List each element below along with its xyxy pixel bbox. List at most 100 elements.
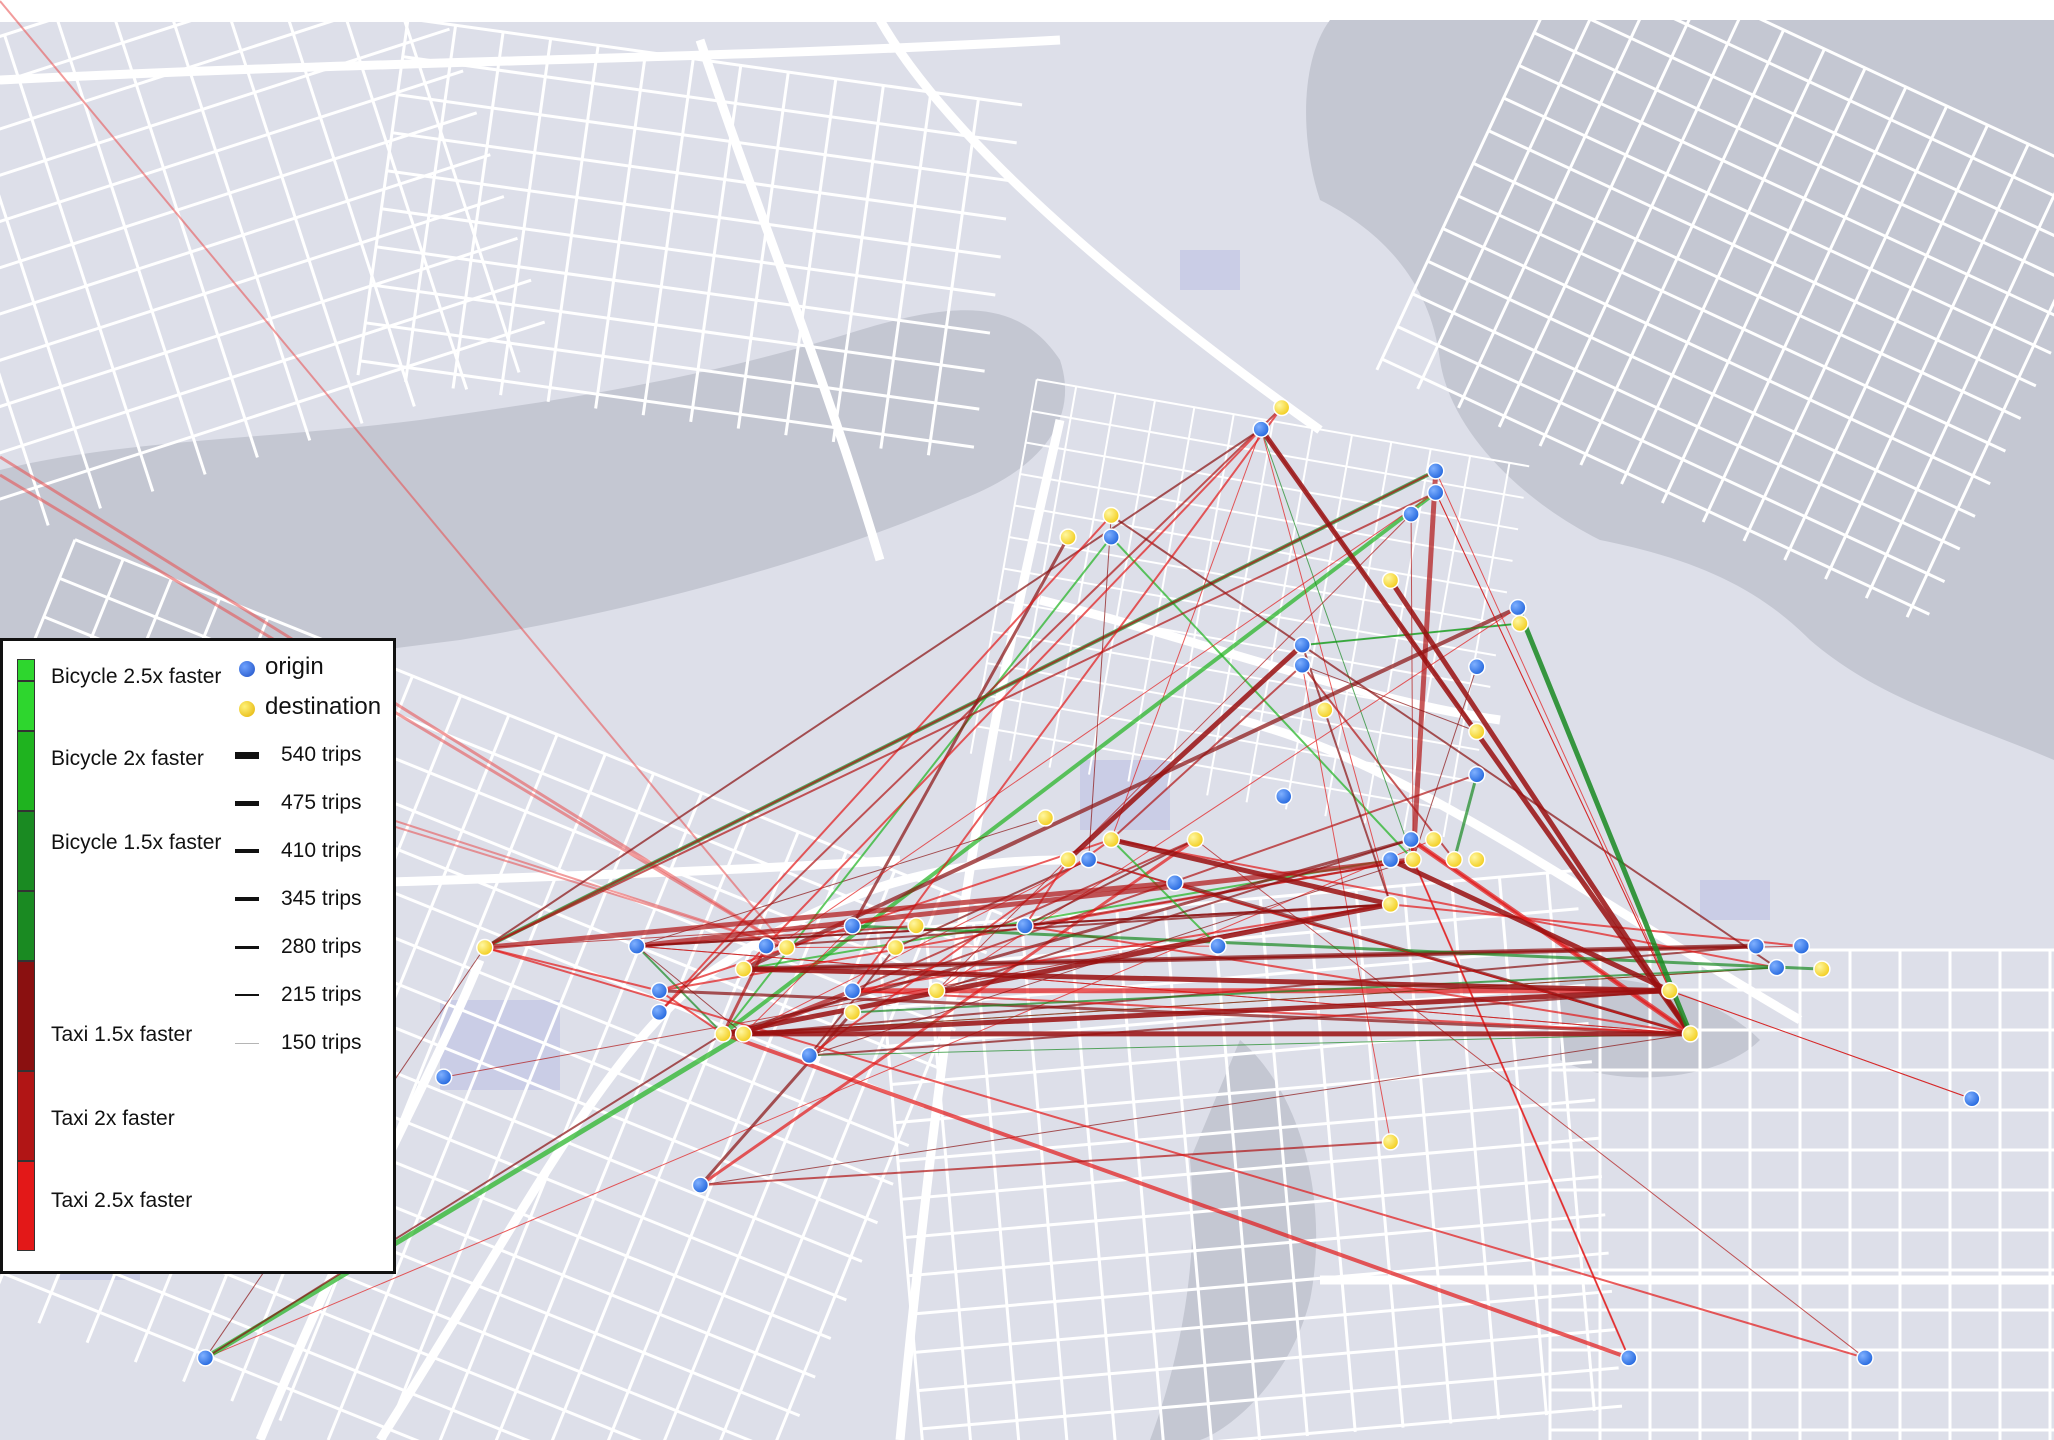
destination-marker[interactable] (1424, 830, 1443, 849)
origin-marker[interactable] (1402, 830, 1420, 849)
origin-marker[interactable] (1767, 958, 1786, 977)
destination-marker[interactable] (1681, 1025, 1700, 1043)
trip-width-swatch (235, 1042, 259, 1044)
trip-line (205, 839, 1434, 1359)
origin-marker[interactable] (1252, 420, 1270, 438)
destination-marker[interactable] (1381, 571, 1400, 590)
destination-marker[interactable] (843, 1003, 862, 1022)
origin-marker[interactable] (1426, 483, 1445, 502)
trip-line (1410, 514, 1414, 860)
destination-marker[interactable] (714, 1025, 732, 1043)
trip-line (1088, 859, 1691, 1035)
origin-marker[interactable] (1402, 505, 1420, 523)
destination-marker[interactable] (1381, 1133, 1400, 1151)
destination-marker[interactable] (1661, 981, 1679, 1000)
trip-line (722, 901, 1392, 1037)
origin-marker[interactable] (434, 1068, 453, 1086)
origin-marker[interactable] (650, 1003, 669, 1022)
origin-marker[interactable] (1468, 765, 1486, 784)
origin-marker[interactable] (1293, 656, 1311, 675)
trip-line (743, 925, 853, 1035)
trip-width-label: 540 trips (281, 743, 362, 766)
destination-marker[interactable] (1445, 850, 1463, 869)
origin-marker[interactable] (1293, 636, 1311, 654)
origin-marker[interactable] (800, 1046, 819, 1065)
legend-bicycle-2-5x-label: Bicycle 2.5x faster (51, 665, 222, 688)
destination-marker[interactable] (1102, 830, 1120, 849)
trip-line (722, 1032, 1630, 1360)
destination-marker[interactable] (1468, 722, 1486, 741)
trip-line (1066, 643, 1304, 862)
origin-marker[interactable] (627, 937, 646, 955)
trip-line (1389, 857, 1671, 993)
origin-marker[interactable] (1079, 850, 1098, 869)
origin-marker[interactable] (1856, 1349, 1874, 1367)
destination-marker[interactable] (1381, 895, 1400, 914)
destination-marker[interactable] (1272, 398, 1291, 417)
destination-marker[interactable] (1102, 506, 1120, 525)
origin-marker[interactable] (1209, 937, 1227, 955)
destination-marker[interactable] (907, 917, 925, 935)
trip-line (658, 989, 724, 1035)
destination-marker[interactable] (1813, 960, 1831, 978)
trip-line (721, 945, 768, 1035)
origin-marker[interactable] (1426, 462, 1445, 480)
destination-marker[interactable] (1511, 614, 1529, 633)
trip-line (699, 838, 1197, 1187)
destination-marker[interactable] (1036, 809, 1055, 827)
origin-marker[interactable] (1275, 787, 1293, 806)
legend-bicycle-1-5x-label: Bicycle 1.5x faster (51, 831, 222, 854)
origin-marker[interactable] (1509, 598, 1527, 617)
origin-marker[interactable] (1102, 528, 1120, 546)
destination-marker[interactable] (1468, 850, 1486, 869)
trip-line (1110, 428, 1262, 840)
destination-marker[interactable] (734, 960, 753, 978)
trip-line (484, 946, 660, 992)
origin-marker[interactable] (757, 937, 775, 955)
trip-line (1110, 536, 1414, 861)
origin-marker[interactable] (1016, 917, 1034, 935)
origin-marker[interactable] (1792, 937, 1811, 955)
destination-marker[interactable] (777, 938, 796, 957)
origin-marker[interactable] (843, 981, 862, 1000)
trip-width-label: 475 trips (281, 791, 362, 814)
legend-color-segment (17, 659, 35, 681)
origin-marker[interactable] (1747, 937, 1765, 955)
origin-marker[interactable] (650, 981, 669, 1000)
destination-marker[interactable] (1316, 701, 1334, 719)
trip-line (659, 838, 1112, 992)
destination-marker[interactable] (1059, 528, 1077, 546)
trip-width-swatch (235, 849, 259, 853)
origin-marker[interactable] (1166, 873, 1184, 892)
map-legend: Bicycle 2.5x faster Bicycle 2x faster Bi… (0, 638, 396, 1274)
park-area (1180, 250, 1240, 290)
origin-marker[interactable] (196, 1349, 215, 1367)
destination-marker[interactable] (475, 938, 494, 957)
destination-marker[interactable] (734, 1025, 753, 1043)
major-road (695, 38, 885, 562)
trip-line (1302, 623, 1521, 646)
destination-marker[interactable] (886, 938, 905, 957)
street-grid (356, 17, 1023, 456)
legend-taxi-2-5x-label: Taxi 2.5x faster (51, 1189, 193, 1212)
origin-marker[interactable] (691, 1176, 710, 1194)
destination-marker[interactable] (1404, 850, 1422, 869)
destination-marker[interactable] (927, 981, 946, 1000)
trip-line (809, 1033, 1691, 1057)
destination-marker[interactable] (1059, 850, 1077, 869)
origin-marker[interactable] (1468, 657, 1486, 676)
destination-marker[interactable] (1186, 830, 1205, 849)
trip-line (1515, 606, 1693, 1035)
origin-marker[interactable] (1620, 1349, 1638, 1367)
trip-line (743, 492, 1437, 970)
trip-line (636, 857, 1414, 949)
origin-marker[interactable] (1381, 850, 1400, 869)
legend-destination-label: destination (265, 693, 382, 720)
trip-width-swatch (235, 800, 259, 806)
trip-line (743, 967, 1777, 1035)
origin-marker[interactable] (1963, 1089, 1981, 1108)
legend-color-segment (17, 811, 35, 891)
origin-marker[interactable] (843, 917, 862, 935)
trip-line (0, 0, 788, 949)
